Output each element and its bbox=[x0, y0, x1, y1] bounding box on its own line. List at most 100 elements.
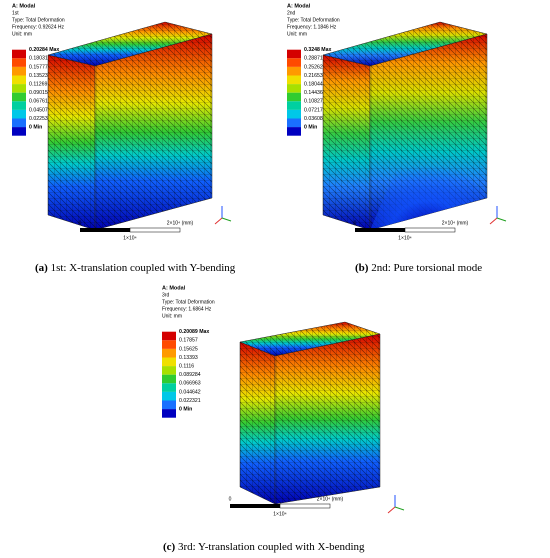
legend-swatch bbox=[12, 58, 26, 67]
legend-swatch bbox=[287, 92, 301, 102]
legend-swatch bbox=[12, 109, 26, 119]
structure-mesh bbox=[323, 55, 370, 230]
legend-label: 0.3248 Max bbox=[304, 47, 332, 53]
legend-swatch bbox=[287, 49, 301, 59]
legend-swatch bbox=[287, 66, 301, 76]
legend-label: 0.21653 bbox=[304, 73, 323, 79]
header-line: 1st bbox=[12, 10, 19, 16]
caption-label: (b) bbox=[355, 262, 369, 274]
legend-label: 0.25262 bbox=[304, 64, 323, 70]
triad-x bbox=[214, 217, 223, 225]
scale-label: 2×10⁴ (mm) bbox=[442, 220, 469, 226]
legend-swatch bbox=[287, 84, 301, 93]
header-line: Frequency: 1.6864 Hz bbox=[162, 306, 212, 312]
legend-swatch bbox=[287, 118, 301, 128]
legend-label: 0.18044 bbox=[304, 81, 323, 87]
header-line: Unit: mm bbox=[12, 31, 32, 37]
header-line: A: Modal bbox=[12, 3, 36, 9]
header-line: Type: Total Deformation bbox=[162, 299, 215, 305]
scale-label: 1×10⁴ bbox=[398, 235, 411, 241]
scale-label: 1×10⁴ bbox=[123, 235, 136, 241]
triad-x bbox=[489, 217, 498, 225]
structure-mesh bbox=[275, 334, 380, 504]
legend-label: 0.022538 bbox=[29, 116, 51, 122]
caption: (c) 3rd: Y-translation coupled with X-be… bbox=[163, 541, 365, 553]
caption-label: (c) bbox=[163, 541, 176, 553]
header-line: Type: Total Deformation bbox=[12, 17, 65, 23]
legend-label: 0.15777 bbox=[29, 64, 48, 70]
legend-label: 0.044642 bbox=[179, 389, 201, 395]
scale-bar-white bbox=[404, 227, 456, 233]
legend-swatch bbox=[162, 383, 176, 392]
legend-swatch bbox=[12, 92, 26, 102]
caption-text: 1st: X-translation coupled with Y-bendin… bbox=[48, 262, 236, 274]
scale-label: 0 bbox=[354, 220, 357, 226]
torsion-zone bbox=[370, 137, 487, 230]
legend-swatch bbox=[162, 391, 176, 401]
header-line: 2nd bbox=[287, 10, 296, 16]
legend-swatch bbox=[12, 66, 26, 76]
legend-swatch bbox=[12, 84, 26, 93]
header-line: Frequency: 0.92624 Hz bbox=[12, 24, 64, 30]
structure-mesh bbox=[48, 55, 95, 230]
legend-label: 0.072178 bbox=[304, 107, 326, 113]
header-line: Unit: mm bbox=[162, 313, 182, 319]
scale-bar-white bbox=[279, 503, 331, 509]
legend-swatch bbox=[287, 109, 301, 119]
legend-label: 0 Min bbox=[179, 406, 192, 412]
legend-swatch bbox=[287, 58, 301, 67]
legend-label: 0.14436 bbox=[304, 90, 323, 96]
legend-label: 0.036089 bbox=[304, 116, 326, 122]
legend-swatch bbox=[162, 340, 176, 349]
caption-label: (a) bbox=[35, 262, 48, 274]
legend-swatch bbox=[162, 400, 176, 410]
legend-label: 0.13393 bbox=[179, 355, 198, 361]
legend-swatch bbox=[287, 127, 301, 136]
caption-text: 3rd: Y-translation coupled with X-bendin… bbox=[175, 541, 365, 553]
structure-mesh bbox=[240, 342, 275, 504]
triad-y bbox=[394, 506, 405, 511]
legend-label: 0.18031 bbox=[29, 56, 48, 62]
structure-mesh bbox=[323, 22, 487, 66]
legend-swatch bbox=[162, 357, 176, 367]
header-line: A: Modal bbox=[162, 285, 186, 291]
legend-label: 0.17857 bbox=[179, 338, 198, 344]
header-line: A: Modal bbox=[287, 3, 311, 9]
legend-swatch bbox=[12, 75, 26, 85]
legend-swatch bbox=[12, 49, 26, 59]
triad-x bbox=[387, 506, 396, 514]
legend-label: 0.28871 bbox=[304, 56, 323, 62]
structure-mesh bbox=[95, 34, 212, 230]
legend-label: 0.13523 bbox=[29, 73, 48, 79]
scale-label: 1×10⁴ bbox=[273, 511, 286, 517]
legend-label: 0.090153 bbox=[29, 90, 51, 96]
scale-bar-black bbox=[355, 228, 405, 232]
legend-swatch bbox=[12, 101, 26, 110]
legend-swatch bbox=[12, 127, 26, 136]
header-line: Frequency: 1.1846 Hz bbox=[287, 24, 337, 30]
caption: (a) 1st: X-translation coupled with Y-be… bbox=[35, 262, 236, 274]
legend-swatch bbox=[287, 75, 301, 85]
legend-label: 0.15625 bbox=[179, 346, 198, 352]
scale-bar-white bbox=[129, 227, 181, 233]
scale-bar-black bbox=[230, 504, 280, 508]
legend-label: 0.089284 bbox=[179, 372, 201, 378]
scale-label: 2×10⁴ (mm) bbox=[317, 496, 344, 502]
legend-swatch bbox=[162, 331, 176, 341]
scale-label: 2×10⁴ (mm) bbox=[167, 220, 194, 226]
legend-swatch bbox=[162, 374, 176, 384]
legend-swatch bbox=[162, 348, 176, 358]
legend-label: 0.067615 bbox=[29, 99, 51, 105]
triad-y bbox=[221, 217, 232, 222]
legend-label: 0.20284 Max bbox=[29, 47, 59, 53]
legend-swatch bbox=[12, 118, 26, 128]
triad-y bbox=[496, 217, 507, 222]
legend-swatch bbox=[162, 409, 176, 418]
scale-label: 0 bbox=[229, 496, 232, 502]
header-line: Unit: mm bbox=[287, 31, 307, 37]
header-line: Type: Total Deformation bbox=[287, 17, 340, 23]
